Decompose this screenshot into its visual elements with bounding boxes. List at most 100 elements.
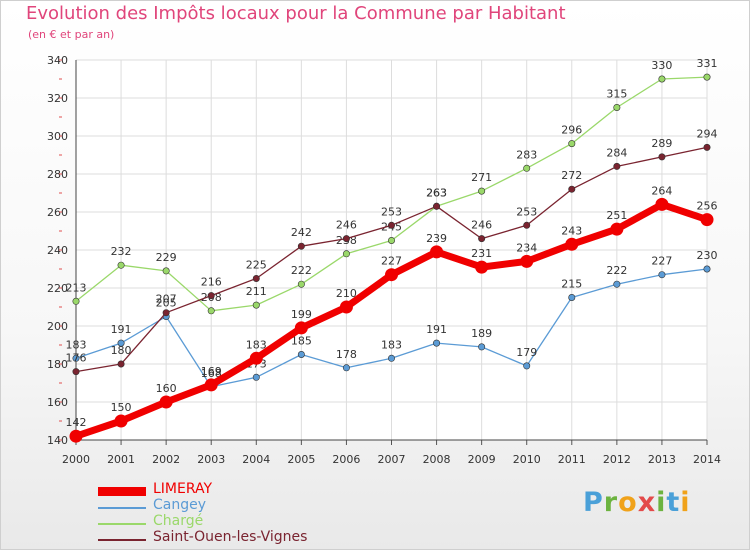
data-label-limeray-2006: 210	[336, 287, 357, 300]
data-point-limeray-2009	[475, 260, 489, 274]
data-label-charg--2004: 211	[246, 285, 267, 298]
x-tick-label-2003: 2003	[197, 453, 225, 466]
data-point-charg--2005	[297, 280, 305, 288]
data-point-limeray-2010	[520, 254, 534, 268]
data-point-charg--2000	[72, 297, 80, 305]
data-point-saint-ouen-les-vignes-2002	[162, 309, 170, 317]
data-point-limeray-2012	[610, 222, 624, 236]
data-label-limeray-2004: 183	[246, 338, 267, 351]
logo-letter: o	[618, 487, 638, 518]
data-point-charg--2013	[658, 75, 666, 83]
data-label-limeray-2010: 234	[516, 241, 537, 254]
x-tick-label-2008: 2008	[423, 453, 451, 466]
data-label-saint-ouen-les-vignes-2008: 263	[426, 186, 447, 199]
logo-letter: i	[680, 487, 691, 518]
data-point-charg--2007	[387, 237, 395, 245]
data-label-limeray-2012: 251	[606, 209, 627, 222]
data-point-limeray-2000	[69, 429, 83, 443]
data-point-charg--2006	[342, 250, 350, 258]
data-label-saint-ouen-les-vignes-2007: 253	[381, 205, 402, 218]
data-label-saint-ouen-les-vignes-2006: 246	[336, 219, 357, 232]
proxiti-logo: Proxiti	[583, 487, 691, 518]
chart-subtitle: (en € et par an)	[28, 28, 115, 41]
data-point-limeray-2004	[249, 351, 263, 365]
legend-label: Chargé	[153, 513, 204, 529]
data-label-saint-ouen-les-vignes-2009: 246	[471, 219, 492, 232]
data-label-saint-ouen-les-vignes-2011: 272	[561, 169, 582, 182]
logo-letter: t	[666, 487, 681, 518]
data-label-cangey-2013: 227	[651, 255, 672, 268]
data-label-limeray-2013: 264	[651, 184, 672, 197]
x-tick-label-2001: 2001	[107, 453, 135, 466]
data-label-saint-ouen-les-vignes-2004: 225	[246, 259, 267, 272]
data-label-cangey-2014: 230	[697, 249, 718, 262]
data-label-charg--2009: 271	[471, 171, 492, 184]
data-label-limeray-2002: 160	[156, 382, 177, 395]
data-point-cangey-2010	[523, 362, 531, 370]
data-point-saint-ouen-les-vignes-2012	[613, 162, 621, 170]
data-label-limeray-2001: 150	[111, 401, 132, 414]
legend-label: Saint-Ouen-les-Vignes	[153, 529, 308, 545]
logo-letter: P	[583, 487, 604, 518]
y-tick-label-140: 140	[47, 434, 68, 447]
data-label-cangey-2003: 168	[201, 367, 222, 380]
data-label-charg--2012: 315	[606, 88, 627, 101]
data-point-saint-ouen-les-vignes-2013	[658, 153, 666, 161]
data-point-charg--2003	[207, 307, 215, 315]
y-tick-label-220: 220	[47, 282, 68, 295]
data-label-limeray-2005: 199	[291, 308, 312, 321]
data-point-saint-ouen-les-vignes-2008	[433, 202, 441, 210]
data-point-cangey-2014	[703, 265, 711, 273]
data-label-charg--2008: 263	[426, 186, 447, 199]
data-point-charg--2002	[162, 267, 170, 275]
data-label-cangey-2002: 205	[156, 297, 177, 310]
x-tick-label-2014: 2014	[693, 453, 721, 466]
data-label-charg--2001: 232	[111, 245, 132, 258]
x-tick-label-2011: 2011	[558, 453, 586, 466]
data-point-cangey-2013	[658, 271, 666, 279]
data-point-saint-ouen-les-vignes-2004	[252, 274, 260, 282]
legend-swatch	[98, 507, 146, 509]
data-point-charg--2004	[252, 301, 260, 309]
data-point-limeray-2013	[655, 197, 669, 211]
data-point-saint-ouen-les-vignes-2007	[387, 221, 395, 229]
data-point-cangey-2004	[252, 373, 260, 381]
data-label-charg--2011: 296	[561, 124, 582, 137]
data-label-saint-ouen-les-vignes-2014: 294	[697, 127, 718, 140]
data-label-limeray-2000: 142	[66, 416, 87, 429]
y-tick-label-200: 200	[47, 320, 68, 333]
x-tick-label-2000: 2000	[62, 453, 90, 466]
x-tick-label-2004: 2004	[242, 453, 270, 466]
data-label-saint-ouen-les-vignes-2002: 207	[156, 293, 177, 306]
data-label-charg--2000: 213	[66, 281, 87, 294]
legend-swatch	[98, 487, 146, 496]
data-label-cangey-2007: 183	[381, 338, 402, 351]
y-tick-label-180: 180	[47, 358, 68, 371]
data-point-charg--2014	[703, 73, 711, 81]
data-label-cangey-2000: 183	[66, 338, 87, 351]
logo-letter: r	[603, 487, 619, 518]
data-point-saint-ouen-les-vignes-2006	[342, 235, 350, 243]
logo-letter: x	[637, 487, 657, 518]
data-label-saint-ouen-les-vignes-2013: 289	[651, 137, 672, 150]
data-point-saint-ouen-les-vignes-2010	[523, 221, 531, 229]
data-point-limeray-2014	[700, 213, 714, 227]
data-point-saint-ouen-les-vignes-2003	[207, 292, 215, 300]
legend-label: LIMERAY	[153, 481, 213, 497]
data-point-limeray-2005	[294, 321, 308, 335]
data-point-cangey-2008	[433, 339, 441, 347]
data-point-cangey-2012	[613, 280, 621, 288]
data-label-charg--2014: 331	[697, 57, 718, 70]
data-point-charg--2012	[613, 104, 621, 112]
data-point-limeray-2002	[159, 395, 173, 409]
data-point-limeray-2011	[565, 237, 579, 251]
data-point-cangey-2005	[297, 350, 305, 358]
data-point-cangey-2006	[342, 364, 350, 372]
data-label-saint-ouen-les-vignes-2005: 242	[291, 226, 312, 239]
y-tick-label-260: 260	[47, 206, 68, 219]
data-label-cangey-2005: 185	[291, 335, 312, 348]
data-label-limeray-2008: 239	[426, 232, 447, 245]
data-label-saint-ouen-les-vignes-2003: 216	[201, 276, 222, 289]
x-tick-label-2010: 2010	[513, 453, 541, 466]
y-tick-label-280: 280	[47, 168, 68, 181]
